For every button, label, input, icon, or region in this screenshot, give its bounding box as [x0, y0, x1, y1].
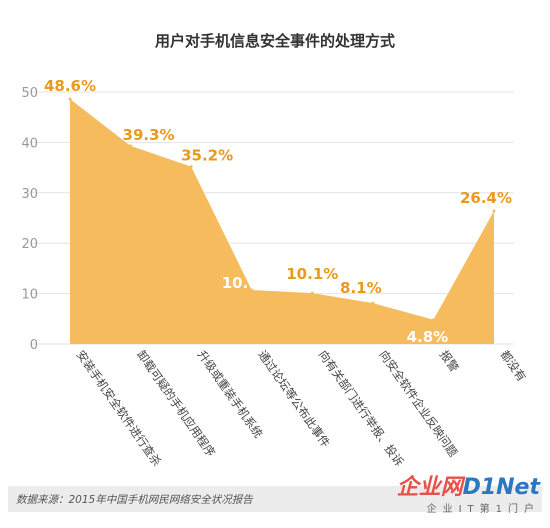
data-label: 8.1% [340, 279, 382, 297]
data-label: 26.4% [460, 189, 512, 207]
logo-subtitle: 企业IT第1门户 [426, 504, 540, 515]
data-point [250, 288, 254, 292]
logo-cn-text: 企业网 [396, 475, 463, 500]
data-label: 4.8% [407, 328, 449, 346]
x-tick-label: 报警 [437, 348, 462, 375]
brand-logo: 企业网D1Net 企业IT第1门户 [396, 475, 540, 516]
area-series [70, 99, 494, 344]
data-point [431, 318, 435, 322]
y-tick-label: 50 [21, 86, 38, 101]
y-tick-label: 40 [21, 136, 38, 151]
y-tick-label: 30 [21, 187, 38, 202]
footer-bar [8, 486, 542, 512]
data-point [68, 97, 72, 101]
data-label: 10.1% [286, 265, 338, 283]
data-label: 48.6% [44, 77, 96, 95]
data-point [189, 165, 193, 169]
data-label: 35.2% [181, 147, 233, 165]
logo-en-text: D1Net [462, 475, 540, 500]
data-label: 39.3% [123, 126, 175, 144]
data-point [492, 209, 496, 213]
chart-title: 用户对手机信息安全事件的处理方式 [154, 32, 395, 50]
x-tick-label: 升级或重装手机系统 [195, 348, 266, 441]
y-tick-label: 20 [21, 237, 38, 252]
data-point [371, 301, 375, 305]
data-label: 10.7% [222, 274, 274, 292]
y-tick-label: 0 [30, 338, 38, 353]
data-point [129, 144, 133, 148]
y-tick-label: 10 [21, 288, 38, 303]
source-note: 数据来源：2015年中国手机网民网络安全状况报告 [16, 494, 253, 506]
data-point [310, 291, 314, 295]
x-tick-label: 都没有 [498, 348, 529, 384]
